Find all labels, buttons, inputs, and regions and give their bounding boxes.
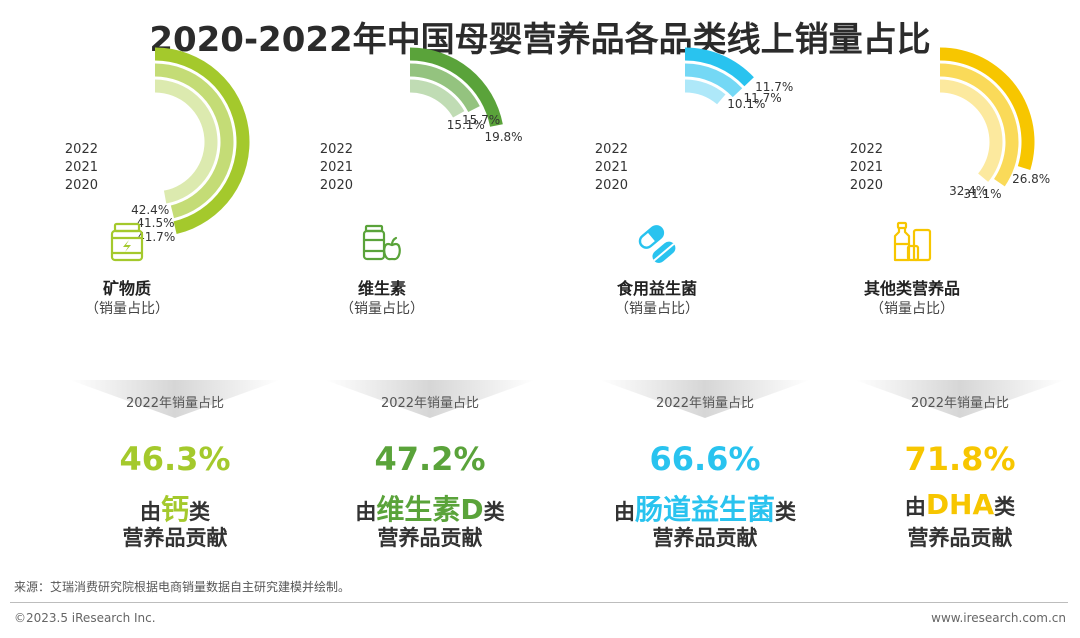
contributor-line: 由肠道益生菌类 bbox=[580, 488, 830, 528]
contributor-highlight: 肠道益生菌 bbox=[634, 493, 775, 526]
contributor-prefix: 由 bbox=[613, 500, 635, 524]
category-subtitle: （销量占比） bbox=[615, 301, 699, 317]
contributor-prefix: 由 bbox=[904, 495, 926, 519]
arc-bar-2021 bbox=[155, 63, 234, 219]
chevron-banner-icon bbox=[325, 380, 535, 418]
year-label-2022: 2022 bbox=[849, 142, 883, 157]
value-label-2021: 15.7% bbox=[462, 113, 501, 128]
contributor-suffix: 类 bbox=[775, 500, 796, 524]
radial-bar-chart bbox=[685, 47, 754, 105]
year-label-2020: 2020 bbox=[849, 178, 883, 193]
contributor-suffix: 类 bbox=[189, 500, 210, 524]
chevron-banner-icon bbox=[855, 380, 1065, 418]
capsule-pill-icon bbox=[633, 218, 681, 270]
value-label-2022: 41.7% bbox=[137, 229, 176, 244]
share-label: 2022年销量占比 bbox=[655, 396, 755, 411]
value-label-2021: 31.1% bbox=[963, 186, 1002, 201]
value-label-2022: 11.7% bbox=[755, 79, 794, 94]
radial-bar-chart bbox=[410, 47, 503, 127]
arc-bar-2021 bbox=[410, 63, 480, 113]
contributor-suffix: 类 bbox=[994, 495, 1016, 519]
arc-bar-2021 bbox=[940, 63, 1019, 187]
radial-bar-chart bbox=[155, 47, 250, 235]
footer-divider bbox=[10, 602, 1068, 603]
arc-bar-2020 bbox=[940, 79, 1003, 182]
share-label: 2022年销量占比 bbox=[125, 396, 225, 411]
arc-bar-2022 bbox=[155, 47, 250, 235]
contributor-prefix: 由 bbox=[355, 500, 377, 524]
panel-minerals: 2022 2021 2020 41.7% 41.5% 42.4% 矿物质 （销量占比） 2022… bbox=[50, 47, 300, 570]
contributor-highlight: 钙 bbox=[160, 493, 189, 526]
contributor-line-2: 营养品贡献 bbox=[652, 526, 758, 550]
category-name: 其他类营养品 bbox=[863, 279, 960, 298]
arc-bar-2022 bbox=[940, 47, 1035, 170]
category-subtitle: （销量占比） bbox=[870, 301, 954, 317]
arc-bar-2020 bbox=[685, 79, 726, 105]
year-label-2021: 2021 bbox=[319, 160, 353, 175]
panel-probiotics: 2022 2021 2020 11.7% 11.7% 10.1% 食用益生菌 （销量占比） 20… bbox=[580, 47, 830, 570]
highlight-percentage: 46.3% bbox=[119, 440, 231, 478]
year-label-2022: 2022 bbox=[64, 142, 98, 157]
value-label-2022: 19.8% bbox=[484, 129, 523, 144]
category-subtitle: （销量占比） bbox=[340, 301, 424, 317]
arc-bar-2020 bbox=[155, 79, 218, 204]
supplement-jar-icon bbox=[103, 218, 151, 270]
radial-bar-chart bbox=[940, 47, 1035, 187]
source-note: 来源：艾瑞消费研究院根据电商销量数据自主研究建模并绘制。 bbox=[14, 580, 351, 594]
panel-vitamins: 2022 2021 2020 19.8% 15.7% 15.1% 维生素 （销量占比） 2022… bbox=[305, 47, 555, 570]
value-label-2022: 26.8% bbox=[1012, 172, 1051, 187]
copyright: ©2023.5 iResearch Inc. bbox=[14, 611, 156, 625]
page-title: 2020-2022年中国母婴营养品各品类线上销量占比 bbox=[149, 20, 931, 60]
highlight-percentage: 47.2% bbox=[374, 440, 486, 478]
category-name: 食用益生菌 bbox=[616, 279, 697, 298]
year-label-2021: 2021 bbox=[849, 160, 883, 175]
value-label-2021: 11.7% bbox=[743, 90, 782, 105]
chevron-banner-icon bbox=[600, 380, 810, 418]
vitamin-bottle-apple-icon bbox=[358, 218, 406, 270]
website-link[interactable]: www.iresearch.com.cn bbox=[931, 611, 1066, 625]
share-label: 2022年销量占比 bbox=[380, 396, 480, 411]
arc-bar-2022 bbox=[685, 47, 754, 87]
year-label-2020: 2020 bbox=[64, 178, 98, 193]
category-name: 矿物质 bbox=[102, 279, 151, 298]
category-name: 维生素 bbox=[357, 279, 406, 298]
contributor-suffix: 类 bbox=[483, 500, 505, 524]
contributor-line-2: 营养品贡献 bbox=[377, 526, 483, 550]
year-label-2021: 2021 bbox=[594, 160, 628, 175]
chevron-banner-icon bbox=[70, 380, 280, 418]
year-label-2021: 2021 bbox=[64, 160, 98, 175]
contributor-highlight: DHA bbox=[925, 488, 995, 521]
contributor-highlight: 维生素D bbox=[376, 493, 484, 526]
share-label: 2022年销量占比 bbox=[910, 396, 1010, 411]
year-label-2022: 2022 bbox=[319, 142, 353, 157]
value-label-2020: 15.1% bbox=[446, 118, 485, 133]
arc-bar-2020 bbox=[410, 79, 465, 118]
contributor-line-2: 营养品贡献 bbox=[907, 526, 1013, 550]
contributor-prefix: 由 bbox=[139, 500, 161, 524]
highlight-percentage: 71.8% bbox=[904, 440, 1016, 478]
arc-bar-2022 bbox=[410, 47, 503, 127]
year-label-2022: 2022 bbox=[594, 142, 628, 157]
highlight-percentage: 66.6% bbox=[649, 440, 761, 478]
value-label-2020: 42.4% bbox=[131, 203, 170, 218]
value-label-2020: 10.1% bbox=[727, 97, 766, 112]
bottles-box-icon bbox=[888, 218, 936, 270]
contributor-line: 由钙类 bbox=[50, 488, 300, 528]
year-label-2020: 2020 bbox=[594, 178, 628, 193]
value-label-2021: 41.5% bbox=[136, 215, 175, 230]
panel-others: 2022 2021 2020 26.8% 31.1% 32.4% 其他类营养品 （销量占比） 2… bbox=[835, 47, 1080, 570]
value-label-2020: 32.4% bbox=[949, 183, 988, 198]
contributor-line: 由维生素D类 bbox=[305, 488, 555, 528]
year-label-2020: 2020 bbox=[319, 178, 353, 193]
category-subtitle: （销量占比） bbox=[85, 301, 169, 317]
arc-bar-2021 bbox=[685, 63, 743, 98]
contributor-line-2: 营养品贡献 bbox=[122, 526, 228, 550]
contributor-line: 由DHA类 bbox=[835, 488, 1080, 521]
